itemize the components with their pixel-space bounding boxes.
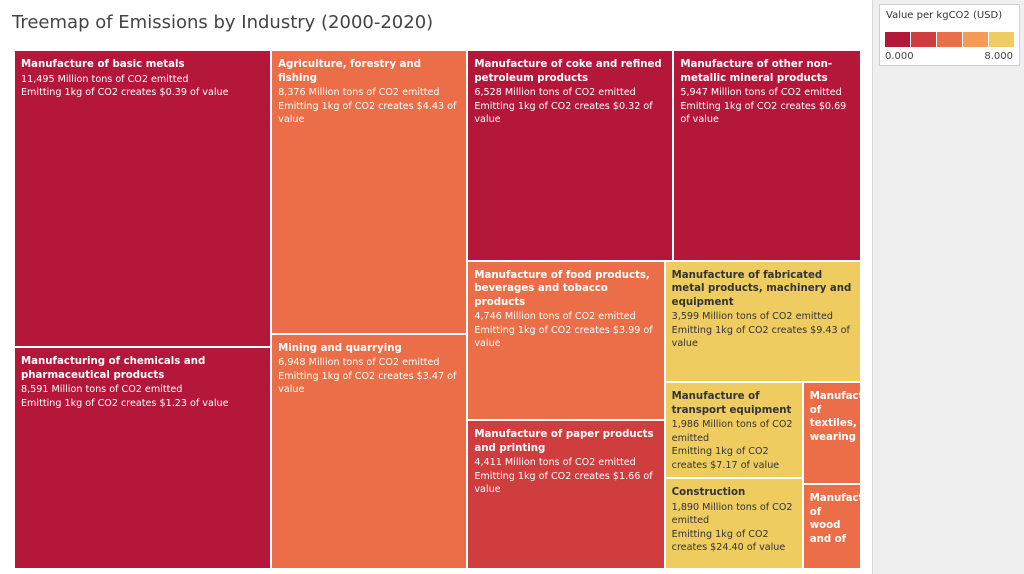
tile-emissions-label: 8,376 Million tons of CO2 emitted (278, 87, 440, 98)
tile-value-label: Emitting 1kg of CO2 creates $0.39 of val… (21, 87, 229, 98)
treemap-tile: Manufacture of food products, beverages … (467, 260, 665, 421)
legend-swatch (911, 32, 936, 47)
tile-value-label: Emitting 1kg of CO2 creates $4.43 of val… (278, 100, 457, 126)
tile-value-label: Emitting 1kg of CO2 creates $3.99 of val… (474, 324, 653, 350)
legend-swatch (989, 32, 1014, 47)
treemap-tile: Manufacture of fabricated metal products… (664, 260, 861, 383)
tile-emissions-label: 11,495 Million tons of CO2 emitted (21, 73, 189, 85)
tile-emissions-label: 6,948 Million tons of CO2 emitted (278, 357, 440, 369)
tile-value-label: Emitting 1kg of CO2 creates $9.43 of val… (671, 324, 850, 350)
tile-value-label: Emitting 1kg of CO2 creates $24.40 of va… (671, 528, 786, 554)
tile-value-label: Emitting 1kg of CO2 creates $1.66 of val… (474, 470, 653, 496)
legend-title: Value per kgCO2 (USD) (886, 10, 1003, 21)
tile-emissions-label: 8,591 Million tons of CO2 emitted (21, 384, 183, 396)
legend-scale (885, 32, 1015, 47)
tile-name: Manufacture of coke and refined petroleu… (474, 59, 662, 84)
tile-name: Manufacture of transport equipment (671, 391, 792, 416)
tile-emissions-label: 3,599 Million tons of CO2 emitted (671, 311, 834, 323)
treemap-tile: Mining and quarrying 6,948 Million tons o… (271, 333, 468, 569)
treemap-tile: Manufacture of other non-metallic minera… (673, 50, 861, 261)
legend-tick-label: 0.000 (885, 51, 914, 62)
tile-emissions-label: 5,947 Million tons of CO2 emitted (680, 87, 842, 98)
tile-emissions-label: 1,986 Million tons of CO2 emitted (671, 419, 793, 444)
legend-swatch (937, 32, 962, 47)
tile-name: Agriculture, forestry and fishing (278, 59, 422, 84)
tile-name: Manufacture of paper products and printi… (474, 429, 654, 454)
legend-tick-label: 8.000 (984, 51, 1013, 62)
treemap-tile: Manufacture of wood and of (802, 484, 861, 569)
treemap-tile: Manufacture of textiles, wearing (802, 382, 861, 485)
tile-value-label: Emitting 1kg of CO2 creates $3.47 of val… (278, 370, 457, 396)
treemap-tile: Construction 1,890 Million tons of CO2 em… (664, 478, 803, 569)
tile-emissions-label: 6,528 Million tons of CO2 emitted (474, 87, 636, 98)
treemap: Manufacture of basic metals 11,495 Millio… (14, 50, 861, 569)
tile-value-label: Emitting 1kg of CO2 creates $0.32 of val… (474, 100, 653, 126)
tile-name: Manufacturing of chemicals and pharmaceu… (21, 356, 206, 381)
tile-value-label: Emitting 1kg of CO2 creates $1.23 of val… (21, 397, 229, 409)
treemap-tile: Manufacture of paper products and printi… (467, 420, 665, 569)
tile-name: Manufacture of textiles, wearing (809, 391, 860, 443)
treemap-tile: Manufacture of basic metals 11,495 Millio… (14, 50, 272, 348)
tile-name: Mining and quarrying (278, 342, 402, 354)
tile-value-label: Emitting 1kg of CO2 creates $7.17 of val… (671, 446, 780, 471)
tile-emissions-label: 1,890 Million tons of CO2 emitted (671, 501, 793, 527)
chart-title: Treemap of Emissions by Industry (2000-2… (12, 12, 434, 33)
treemap-tile: Manufacturing of chemicals and pharmaceu… (14, 347, 272, 569)
tile-name: Construction (671, 487, 746, 499)
legend: Value per kgCO2 (USD) 0.000 8.000 (879, 4, 1020, 66)
tile-name: Manufacture of fabricated metal products… (671, 269, 852, 308)
treemap-tile: Manufacture of coke and refined petroleu… (467, 50, 674, 261)
legend-swatch (885, 32, 910, 47)
tile-name: Manufacture of other non-metallic minera… (680, 59, 833, 84)
treemap-tile: Agriculture, forestry and fishing 8,376 M… (271, 50, 468, 334)
treemap-tile: Manufacture of transport equipment 1,986 … (664, 382, 803, 479)
chart-panel: Treemap of Emissions by Industry (2000-2… (0, 0, 873, 574)
tile-emissions-label: 4,411 Million tons of CO2 emitted (474, 457, 636, 469)
tile-name: Manufacture of food products, beverages … (474, 269, 650, 308)
tile-value-label: Emitting 1kg of CO2 creates $0.69 of val… (680, 100, 847, 126)
tile-name: Manufacture of wood and of (809, 493, 860, 545)
tile-emissions-label: 4,746 Million tons of CO2 emitted (474, 311, 636, 323)
legend-swatch (963, 32, 988, 47)
tile-name: Manufacture of basic metals (21, 59, 185, 70)
